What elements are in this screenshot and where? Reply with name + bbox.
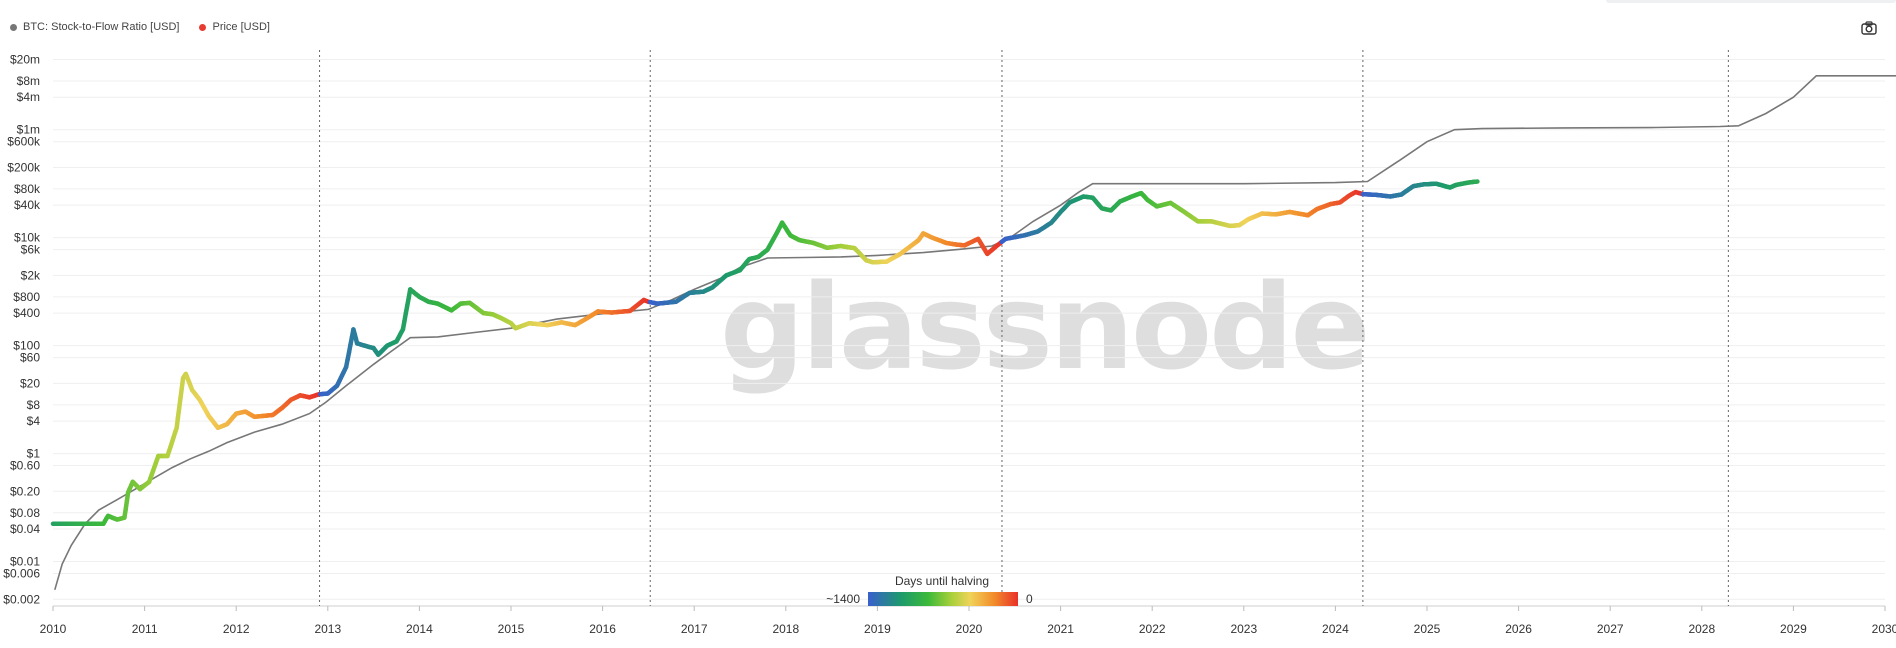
y-tick-label: $0.20 (10, 484, 40, 498)
legend-label-price: Price [USD] (212, 21, 270, 33)
x-tick-label: 2024 (1322, 622, 1349, 636)
y-tick-label: $2k (21, 268, 41, 282)
y-tick-label: $600k (7, 135, 41, 149)
x-tick-label: 2016 (589, 622, 616, 636)
legend-item-price[interactable]: Price [USD] (199, 19, 270, 35)
legend-label-s2f: BTC: Stock-to-Flow Ratio [USD] (23, 21, 180, 33)
y-tick-label: $1 (27, 447, 41, 461)
y-tick-label: $0.08 (10, 506, 40, 520)
y-tick-label: $200k (7, 160, 41, 174)
y-tick-label: $0.01 (10, 555, 40, 569)
y-tick-label: $100 (13, 339, 40, 353)
y-tick-label: $80k (14, 182, 41, 196)
y-tick-label: $6k (21, 243, 41, 257)
x-tick-label: 2029 (1780, 622, 1807, 636)
x-tick-label: 2030 (1872, 622, 1896, 636)
y-tick-label: $10k (14, 231, 41, 245)
price-series (50, 179, 1480, 527)
colorbar-max-label: 0 (1026, 592, 1033, 606)
y-tick-label: $0.006 (3, 567, 40, 581)
x-tick-label: 2027 (1597, 622, 1624, 636)
y-tick-label: $0.60 (10, 459, 40, 473)
y-tick-label: $400 (13, 306, 40, 320)
legend-dot-s2f (10, 23, 17, 31)
colorbar-min-label: ~1400 (826, 592, 860, 606)
halving-lines (319, 50, 1729, 606)
y-tick-label: $0.04 (10, 522, 40, 536)
x-tick-label: 2012 (223, 622, 250, 636)
colorbar-gradient (868, 592, 1018, 606)
x-tick-label: 2021 (1047, 622, 1074, 636)
camera-icon[interactable] (1860, 20, 1878, 36)
y-tick-label: $0.002 (3, 592, 40, 606)
x-tick-label: 2011 (132, 622, 158, 636)
x-tick-label: 2019 (864, 622, 891, 636)
top-toolbar-strip (1606, 0, 1896, 3)
y-tick-label: $20 (20, 376, 40, 390)
x-tick-label: 2013 (314, 622, 341, 636)
y-tick-label: $4m (17, 90, 40, 104)
legend-item-s2f[interactable]: BTC: Stock-to-Flow Ratio [USD] (10, 19, 179, 35)
y-tick-label: $20m (10, 53, 40, 67)
chart-legend: BTC: Stock-to-Flow Ratio [USD] Price [US… (10, 19, 270, 35)
grid (53, 59, 1885, 607)
x-tick-label: 2025 (1414, 622, 1441, 636)
x-tick-label: 2022 (1139, 622, 1166, 636)
x-tick-label: 2017 (681, 622, 708, 636)
y-tick-label: $1m (17, 123, 40, 137)
watermark: glassnode (720, 258, 1371, 396)
x-tick-label: 2015 (498, 622, 525, 636)
x-tick-label: 2018 (772, 622, 799, 636)
colorbar-title: Days until halving (894, 574, 990, 588)
x-tick-label: 2014 (406, 622, 433, 636)
y-tick-label: $60 (20, 351, 40, 365)
y-axis: $20m $8m $4m $1m$600k $200k $80k $40k $10k$6k $2… (3, 53, 41, 607)
x-tick-label: 2026 (1505, 622, 1532, 636)
x-tick-label: 2028 (1688, 622, 1715, 636)
y-tick-label: $800 (13, 290, 40, 304)
x-axis: 2010 2011 2012 2013 2014 2015 2016 2017 2018 2019… (40, 606, 1896, 636)
x-tick-label: 2010 (40, 622, 67, 636)
legend-dot-price (199, 23, 207, 31)
y-tick-label: $40k (14, 198, 41, 212)
y-tick-label: $4 (27, 414, 41, 428)
y-tick-label: $8m (17, 74, 40, 88)
x-tick-label: 2020 (956, 622, 983, 636)
y-tick-label: $8 (27, 398, 41, 412)
x-tick-label: 2023 (1230, 622, 1257, 636)
